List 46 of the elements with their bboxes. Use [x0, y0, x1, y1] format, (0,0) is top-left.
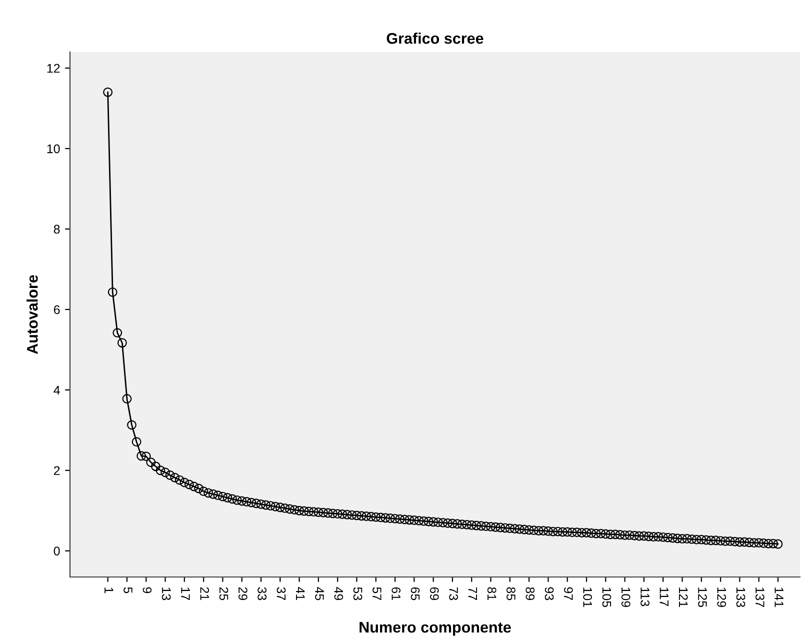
x-tick-label: 129	[717, 588, 726, 607]
x-tick-label: 113	[640, 588, 650, 606]
x-tick-label: 89	[526, 587, 535, 600]
x-tick-label: 53	[353, 587, 362, 600]
x-tick-label: 1	[104, 588, 114, 594]
x-tick-label: 33	[258, 587, 266, 600]
x-tick-label: 41	[296, 587, 305, 600]
x-tick-label: 101	[583, 588, 592, 607]
y-tick-label: 10	[47, 144, 60, 154]
y-axis-title: Autovalore	[26, 275, 38, 354]
y-tick-label: 6	[54, 305, 60, 314]
y-tick-label: 8	[54, 224, 60, 234]
x-tick-label: 109	[621, 588, 630, 607]
x-tick-label: 133	[736, 588, 746, 608]
x-tick-label: 29	[238, 587, 248, 600]
x-tick-label: 85	[506, 587, 516, 600]
x-tick-label: 97	[564, 587, 573, 600]
x-tick-label: 9	[142, 587, 152, 594]
x-tick-label: 141	[774, 588, 784, 607]
x-tick-label: 21	[200, 587, 210, 600]
y-tick-label: 0	[54, 546, 60, 556]
x-tick-label: 125	[698, 588, 707, 608]
x-tick-label: 137	[755, 588, 764, 607]
x-tick-label: 25	[219, 587, 228, 600]
x-tick-label: 37	[276, 587, 286, 600]
x-axis-title: Numero componente	[360, 622, 511, 636]
x-tick-label: 105	[602, 588, 612, 608]
x-tick-label: 5	[124, 587, 132, 594]
x-tick-label: 45	[315, 587, 324, 600]
x-tick-label: 57	[372, 587, 382, 600]
x-tick-label: 61	[392, 587, 401, 600]
x-tick-label: 77	[468, 587, 477, 600]
x-tick-label: 73	[449, 587, 458, 600]
x-tick-label: 81	[487, 587, 496, 600]
y-tick-label: 12	[47, 64, 60, 73]
chart-title: Grafico scree	[386, 32, 484, 44]
y-tick-label: 4	[54, 386, 60, 394]
x-tick-label: 17	[181, 588, 190, 600]
x-tick-label: 121	[679, 588, 688, 607]
x-tick-label: 13	[162, 588, 171, 600]
y-tick-label: 2	[54, 466, 60, 475]
x-tick-label: 65	[410, 587, 420, 600]
x-tick-label: 93	[544, 587, 554, 600]
x-tick-label: 117	[660, 588, 668, 606]
x-tick-label: 69	[430, 587, 439, 600]
x-tick-label: 49	[334, 587, 344, 600]
